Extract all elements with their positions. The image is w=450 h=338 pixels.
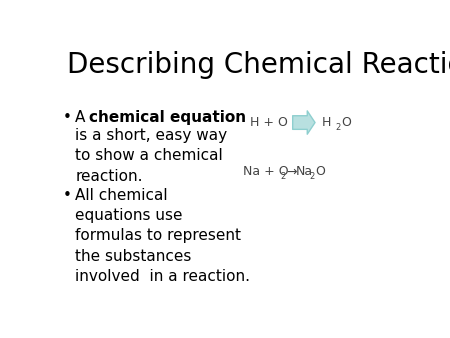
Text: H: H <box>322 116 331 129</box>
Text: chemical equation: chemical equation <box>89 110 246 124</box>
Text: A: A <box>76 110 91 124</box>
Text: •: • <box>63 188 72 202</box>
Text: →: → <box>287 166 297 178</box>
Text: 2: 2 <box>280 172 285 181</box>
Text: O: O <box>342 116 351 129</box>
Text: •: • <box>63 110 72 124</box>
Text: Na: Na <box>296 166 313 178</box>
Text: O: O <box>315 166 325 178</box>
Text: is a short, easy way
to show a chemical
reaction.: is a short, easy way to show a chemical … <box>76 128 228 184</box>
Text: 2: 2 <box>310 172 315 181</box>
Text: Na + O: Na + O <box>243 166 288 178</box>
Text: Describing Chemical Reactions: Describing Chemical Reactions <box>67 51 450 79</box>
Text: H + O: H + O <box>250 116 288 129</box>
Text: 2: 2 <box>335 123 341 132</box>
Text: All chemical
equations use
formulas to represent
the substances
involved  in a r: All chemical equations use formulas to r… <box>76 188 251 284</box>
